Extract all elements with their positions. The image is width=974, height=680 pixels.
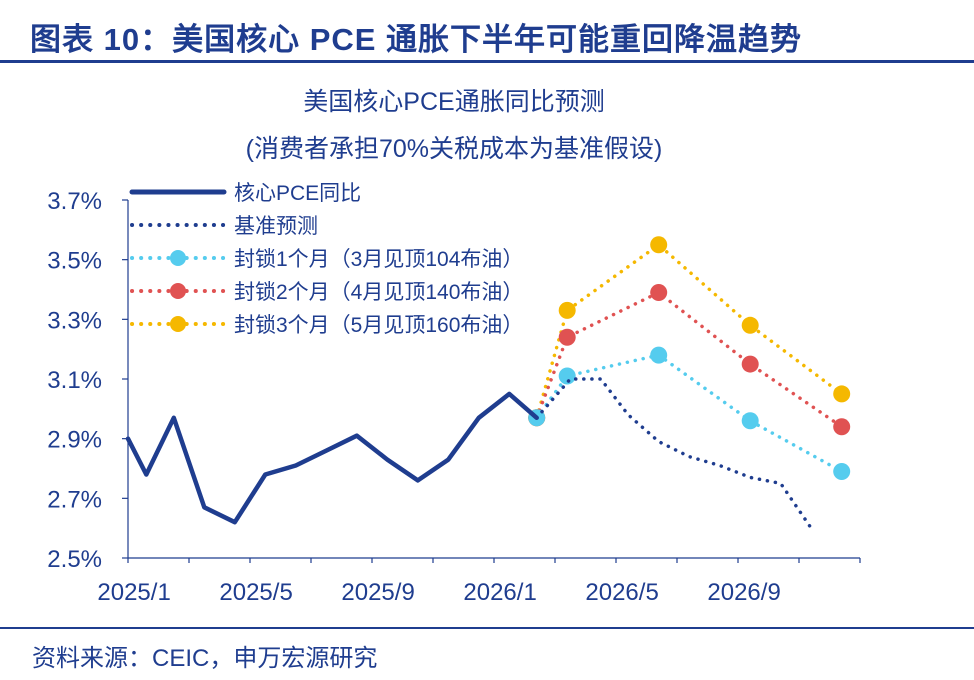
legend-label-1: 基准预测	[234, 215, 318, 238]
title-rule	[0, 60, 974, 63]
axes: 2.5% 2.7% 2.9% 3.1% 3.3% 3.5% 3.7% 2025/1 2025/5…	[47, 188, 861, 606]
legend-label-0: 核心PCE同比	[234, 182, 361, 205]
y-tick-label: 2.9%	[47, 427, 102, 454]
data-point	[558, 367, 576, 385]
legend-marker-3	[170, 283, 186, 299]
series-line-0	[125, 391, 539, 525]
data-point	[558, 301, 576, 319]
legend-marker-4	[170, 316, 186, 332]
data-point	[833, 385, 851, 403]
y-tick-label: 3.7%	[47, 188, 102, 215]
data-point	[650, 236, 668, 254]
y-tick-label: 3.1%	[47, 367, 102, 394]
data-point	[650, 283, 668, 301]
y-tick-label: 3.3%	[47, 307, 102, 334]
x-tick-label: 2026/5	[585, 579, 658, 606]
data-point	[833, 418, 851, 436]
x-tick-label: 2026/9	[707, 579, 780, 606]
legend-label-4: 封锁3个月（5月见顶160布油）	[234, 314, 523, 337]
legend-label-3: 封锁2个月（4月见顶140布油）	[234, 281, 523, 304]
footer-rule	[0, 627, 974, 629]
chart: 美国核心PCE通胀同比预测 (消费者承担70%关税成本为基准假设) 2.5%2.…	[47, 88, 861, 606]
y-tick-label: 2.7%	[47, 486, 102, 513]
series-layer	[125, 236, 851, 530]
legend-marker-2	[170, 250, 186, 266]
data-point	[650, 346, 668, 364]
series-line-2	[534, 353, 844, 474]
chart-title: 美国核心PCE通胀同比预测	[303, 88, 604, 116]
data-point	[741, 412, 759, 430]
y-tick-label: 2.5%	[47, 546, 102, 573]
series-line-4	[534, 243, 844, 420]
data-point	[558, 328, 576, 346]
source-note: 资料来源：CEIC，申万宏源研究	[32, 645, 378, 672]
data-point	[741, 316, 759, 334]
data-point	[741, 355, 759, 373]
x-tick-label: 2025/1	[97, 579, 170, 606]
figure-title: 图表 10：美国核心 PCE 通胀下半年可能重回降温趋势	[30, 22, 803, 57]
x-tick-label: 2025/9	[341, 579, 414, 606]
x-tick-label: 2025/5	[219, 579, 292, 606]
y-tick-label: 3.5%	[47, 248, 102, 275]
chart-subtitle: (消费者承担70%关税成本为基准假设)	[246, 135, 663, 163]
x-tick-label: 2026/1	[463, 579, 536, 606]
data-point	[833, 462, 851, 480]
legend-label-2: 封锁1个月（3月见顶104布油）	[234, 248, 523, 271]
series-line-1	[534, 377, 813, 530]
